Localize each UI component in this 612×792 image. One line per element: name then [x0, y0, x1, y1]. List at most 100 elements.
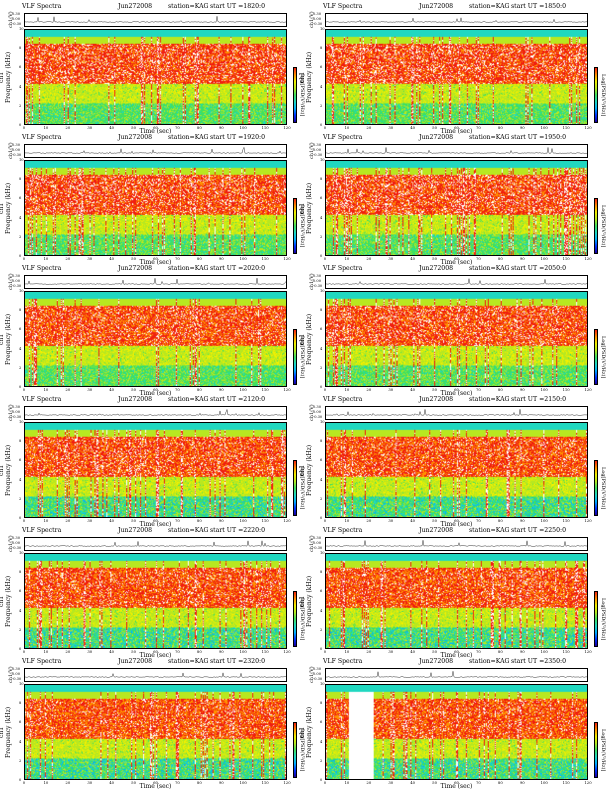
- time-tick-label: 100: [540, 387, 548, 392]
- spectrogram-canvas: [25, 685, 286, 779]
- waveform-svg: [25, 408, 286, 416]
- time-axis-label: Time (sec): [139, 783, 172, 790]
- time-tick-label: 0: [22, 125, 26, 130]
- time-tick-label: 40: [410, 387, 416, 392]
- frequency-tick-label: 2: [320, 758, 323, 763]
- header-header-left: VLF Spectra: [22, 396, 62, 403]
- time-tick-label: 90: [519, 518, 525, 523]
- frequency-axis-label: Frequency (kHz): [306, 51, 313, 103]
- header-station: station=KAG: [469, 134, 510, 141]
- time-tick-label: 110: [562, 518, 570, 523]
- frequency-tick-label: 6: [320, 65, 323, 70]
- frequency-tick-label: 4: [320, 84, 323, 89]
- time-tick-label: 50: [131, 649, 136, 654]
- time-tick-label: 110: [261, 387, 269, 392]
- time-tick-label: 20: [366, 780, 372, 785]
- frequency-tick-label: 10: [19, 682, 24, 686]
- frequency-tick-label: 8: [19, 570, 22, 575]
- frequency-tick-label: 8: [19, 308, 22, 313]
- panel-header: VLF Spectra Jun272008 station=KAG start UT …: [10, 527, 300, 535]
- time-tick-label: 120: [283, 518, 291, 523]
- frequency-tick-label: 2: [19, 365, 22, 370]
- spectrogram-canvas: [326, 554, 587, 648]
- header-start: start UT =2250:0: [511, 527, 567, 534]
- time-tick-label: 60: [153, 649, 158, 654]
- time-tick-label: 100: [540, 518, 548, 523]
- spectrogram-panel: VLF Spectra Jun272008 station=KAG start UT …: [299, 658, 606, 790]
- time-tick-label: 120: [283, 256, 291, 261]
- time-tick-label: 30: [87, 125, 93, 130]
- waveform-svg: [326, 540, 587, 547]
- frequency-tick-label: 0: [320, 778, 323, 782]
- time-tick-label: 80: [196, 387, 202, 392]
- header-station: station=KAG: [469, 658, 510, 665]
- time-axis-label: Time (sec): [139, 390, 172, 397]
- time-tick-label: 110: [562, 256, 570, 261]
- time-tick-label: 90: [218, 649, 224, 654]
- waveform-svg: [25, 16, 286, 23]
- time-tick-label: 70: [174, 125, 180, 130]
- time-tick-label: 60: [454, 649, 459, 654]
- time-tick-label: 110: [261, 518, 269, 523]
- panel-header: VLF Spectra Jun272008 station=KAG start UT …: [10, 3, 300, 11]
- spectrogram-panel: VLF Spectra Jun272008 station=KAG start UT …: [0, 396, 305, 528]
- time-tick-label: 40: [410, 518, 416, 523]
- spectrogram-canvas: [25, 161, 286, 255]
- waveform-plot: [24, 144, 287, 158]
- waveform-line: [25, 408, 286, 416]
- time-tick-label: 70: [174, 780, 180, 785]
- panel-header: VLF Spectra Jun272008 station=KAG start UT …: [10, 134, 300, 142]
- time-tick-label: 0: [22, 518, 26, 523]
- time-tick-label: 30: [87, 780, 93, 785]
- time-tick-label: 20: [65, 387, 71, 392]
- frequency-axis-label: Frequency (kHz): [5, 575, 12, 627]
- frequency-tick-label: 10: [19, 158, 24, 162]
- header-date: Jun272008: [419, 265, 454, 272]
- waveform-plot: [325, 668, 588, 682]
- frequency-tick-label: 0: [320, 254, 323, 258]
- time-tick-label: 120: [584, 125, 592, 130]
- time-tick-label: 40: [109, 649, 115, 654]
- time-axis-label: Time (sec): [440, 783, 473, 790]
- frequency-tick-label: 0: [320, 647, 323, 651]
- header-header-left: VLF Spectra: [323, 265, 363, 272]
- channel-prefix-label: ch1: [0, 333, 5, 345]
- time-tick-label: 90: [519, 256, 525, 261]
- time-tick-label: 90: [218, 780, 224, 785]
- time-tick-label: 90: [218, 256, 224, 261]
- frequency-tick-label: 6: [320, 458, 323, 463]
- time-tick-label: 110: [261, 125, 269, 130]
- channel-tick-label: -0.30: [313, 546, 323, 550]
- spectrogram-plot: [325, 553, 588, 649]
- waveform-svg: [326, 17, 587, 23]
- spectrogram-canvas: [326, 161, 587, 255]
- waveform-line: [25, 672, 286, 678]
- time-tick-label: 10: [43, 780, 49, 785]
- frequency-axis-label: Frequency (kHz): [306, 706, 313, 758]
- colorbar-label: Log[PSD(V²/Hz)]: [299, 335, 305, 379]
- time-axis-label: Time (sec): [440, 259, 473, 266]
- spectrogram-canvas: [25, 423, 286, 517]
- frequency-axis-label: Frequency (kHz): [306, 575, 313, 627]
- frequency-axis-label: Frequency (kHz): [306, 444, 313, 496]
- channel-tick-label: 0.00: [12, 279, 21, 283]
- time-tick-label: 120: [283, 125, 291, 130]
- waveform-line: [326, 540, 587, 547]
- time-tick-label: 60: [454, 125, 459, 130]
- header-start: start UT =1950:0: [511, 134, 567, 141]
- colorbar: [594, 329, 598, 385]
- channel-tick-label: 0.30: [313, 274, 322, 278]
- spectrogram-canvas: [326, 30, 587, 124]
- header-date: Jun272008: [118, 396, 153, 403]
- frequency-tick-label: 2: [320, 234, 323, 239]
- channel-tick-label: 0.30: [12, 667, 21, 671]
- time-tick-label: 30: [388, 125, 394, 130]
- header-start: start UT =2020:0: [210, 265, 266, 272]
- frequency-tick-label: 2: [19, 627, 22, 632]
- time-tick-label: 70: [174, 518, 180, 523]
- frequency-tick-label: 6: [320, 589, 323, 594]
- frequency-tick-label: 2: [320, 627, 323, 632]
- frequency-tick-label: 10: [320, 158, 325, 162]
- colorbar-label: Log[PSD(V²/Hz)]: [299, 204, 305, 248]
- frequency-axis-label: Frequency (kHz): [5, 706, 12, 758]
